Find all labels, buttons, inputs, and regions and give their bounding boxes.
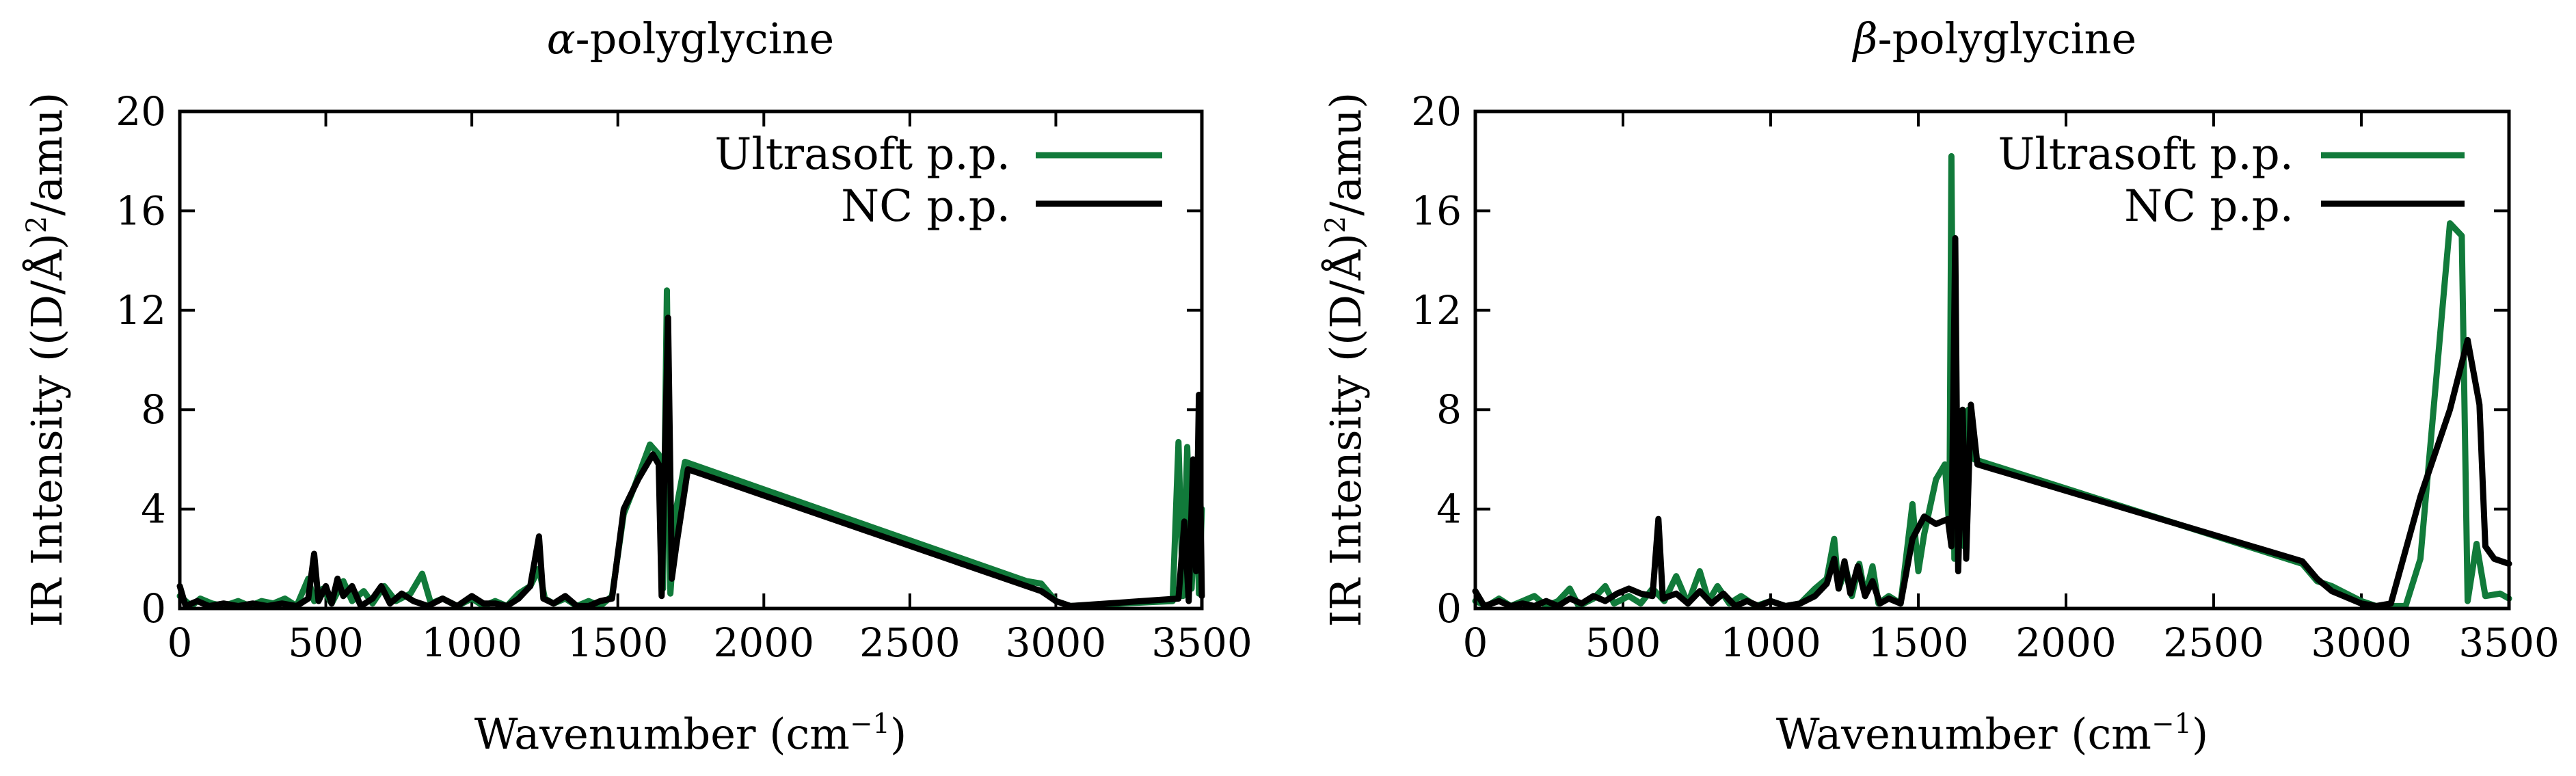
x-tick-label: 3000 [2311, 619, 2412, 666]
x-tick-label: 3500 [2458, 619, 2560, 666]
series-layer [1472, 152, 2512, 609]
legend-label-ultrasoft: Ultrasoft p.p. [714, 129, 1010, 180]
x-tick-label: 2000 [713, 619, 814, 666]
x-axis-label-exponent: −1 [850, 708, 890, 740]
x-axis-label: Wavenumber (cm−1) [1776, 708, 2208, 759]
y-tick-label: 8 [141, 386, 166, 433]
x-axis-label-main: Wavenumber (cm [1776, 709, 2151, 759]
y-axis-ticks: 0 4 8 12 16 20 [116, 88, 1202, 632]
y-tick-label: 16 [116, 187, 166, 234]
y-tick-label: 8 [1436, 386, 1462, 433]
legend: Ultrasoft p.p. NC p.p. [714, 129, 1162, 232]
y-axis-label: IR Intensity ((D/Å)2/amu) [21, 92, 72, 627]
chart-title: α-polyglycine [547, 14, 834, 64]
x-tick-label: 0 [1463, 619, 1488, 666]
chart-title-symbol: α [547, 14, 576, 64]
chart-panel-alpha: α-polyglycine 0 4 8 12 16 20 0 500 1000 1500 2000… [21, 14, 1252, 759]
plot-frame [178, 109, 1204, 611]
series-line-ultrasoft [176, 287, 1205, 609]
x-tick-label: 1000 [421, 619, 522, 666]
y-tick-label: 12 [116, 287, 166, 334]
x-axis-label: Wavenumber (cm−1) [474, 708, 907, 759]
y-axis-label-exponent: 2 [1320, 216, 1352, 233]
y-tick-label: 12 [1411, 287, 1462, 334]
y-axis-label: IR Intensity ((D/Å)2/amu) [1320, 92, 1371, 627]
x-axis-label-end: ) [2192, 709, 2208, 759]
x-tick-label: 1500 [1868, 619, 1969, 666]
x-axis-ticks: 0 500 1000 1500 2000 2500 3000 3500 [1463, 111, 2560, 666]
y-tick-label: 4 [1436, 486, 1462, 533]
x-tick-label: 2500 [2163, 619, 2264, 666]
chart-title-text: -polyglycine [1878, 14, 2137, 64]
y-axis-label-end: /amu) [22, 92, 72, 216]
y-tick-label: 20 [116, 88, 166, 135]
series-line-nc [176, 315, 1205, 609]
x-axis-ticks: 0 500 1000 1500 2000 2500 3000 3500 [167, 111, 1252, 666]
chart-title-text: -polyglycine [576, 14, 835, 64]
plot-frame [1473, 109, 2511, 611]
x-tick-label: 1000 [1720, 619, 1821, 666]
chart-title: β-polyglycine [1852, 14, 2136, 64]
x-axis-label-main: Wavenumber (cm [474, 709, 850, 759]
y-tick-label: 0 [141, 585, 166, 632]
x-axis-label-end: ) [890, 709, 907, 759]
x-tick-label: 500 [288, 619, 364, 666]
legend: Ultrasoft p.p. NC p.p. [1998, 129, 2465, 232]
x-tick-label: 2000 [2015, 619, 2117, 666]
x-tick-label: 3000 [1006, 619, 1107, 666]
y-tick-label: 20 [1411, 88, 1462, 135]
y-tick-label: 16 [1411, 187, 1462, 234]
y-tick-label: 4 [141, 486, 166, 533]
legend-label-nc: NC p.p. [841, 181, 1010, 232]
x-axis-label-exponent: −1 [2151, 708, 2192, 740]
x-tick-label: 2500 [859, 619, 961, 666]
legend-label-nc: NC p.p. [2124, 181, 2294, 232]
x-tick-label: 3500 [1151, 619, 1252, 666]
legend-label-ultrasoft: Ultrasoft p.p. [1998, 129, 2294, 180]
series-line-ultrasoft [1472, 152, 2512, 609]
y-axis-label-end: /amu) [1321, 92, 1371, 216]
y-axis-label-main: IR Intensity ((D/Å) [22, 233, 72, 627]
series-line-nc [1472, 235, 2512, 609]
x-tick-label: 1500 [567, 619, 669, 666]
y-axis-label-exponent: 2 [21, 216, 53, 233]
chart-panel-beta: β-polyglycine 0 4 8 12 16 20 0 500 1000 1500 2000… [1320, 14, 2560, 759]
y-axis-label-main: IR Intensity ((D/Å) [1321, 233, 1371, 627]
x-tick-label: 0 [167, 619, 193, 666]
series-layer [176, 287, 1205, 609]
chart-title-symbol: β [1852, 14, 1878, 64]
x-tick-label: 500 [1585, 619, 1661, 666]
y-tick-label: 0 [1436, 585, 1462, 632]
